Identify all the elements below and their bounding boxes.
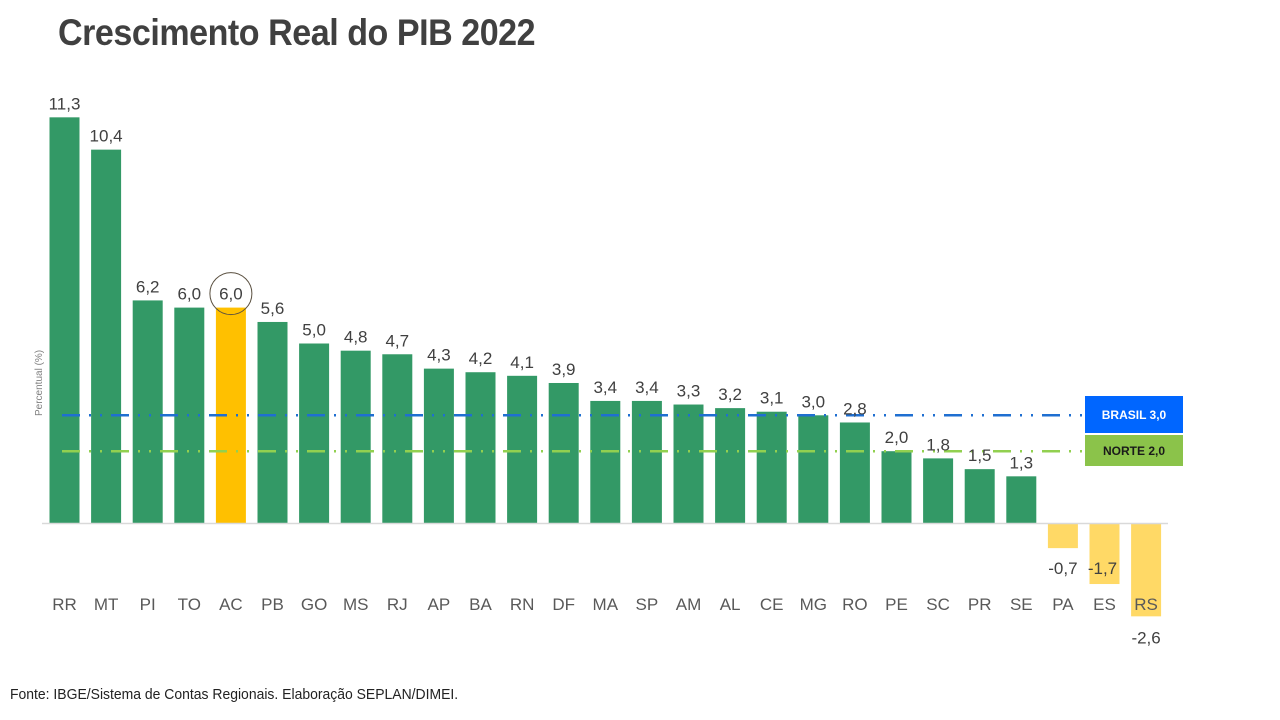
bar-df xyxy=(548,382,579,523)
category-label-pi: PI xyxy=(140,595,156,614)
chart-title: Crescimento Real do PIB 2022 xyxy=(58,12,536,53)
bar-pe xyxy=(881,451,912,523)
bar-pb xyxy=(257,321,288,523)
value-label-ap: 4,3 xyxy=(427,346,451,365)
value-label-pr: 1,5 xyxy=(968,446,992,465)
bar-go xyxy=(299,343,330,523)
value-label-es: -1,7 xyxy=(1088,559,1117,578)
value-label-mt: 10,4 xyxy=(90,127,123,146)
value-label-ms: 4,8 xyxy=(344,328,368,347)
value-label-mg: 3,0 xyxy=(801,392,825,411)
bar-rn xyxy=(507,375,538,523)
bar-al xyxy=(715,408,746,523)
value-label-rr: 11,3 xyxy=(49,94,81,113)
legend-box-norte xyxy=(1085,435,1183,466)
category-label-am: AM xyxy=(676,595,702,614)
category-label-rr: RR xyxy=(52,595,77,614)
value-label-se: 1,3 xyxy=(1009,453,1033,472)
value-label-sc: 1,8 xyxy=(926,435,950,454)
category-label-pa: PA xyxy=(1052,595,1074,614)
bar-se xyxy=(1006,476,1037,523)
category-label-sc: SC xyxy=(926,595,950,614)
bar-rs xyxy=(1131,523,1162,617)
value-label-ma: 3,4 xyxy=(593,378,617,397)
legend-label-brasil: BRASIL 3,0 xyxy=(1102,408,1167,422)
category-label-ba: BA xyxy=(469,595,492,614)
category-label-ac: AC xyxy=(219,595,243,614)
value-label-go: 5,0 xyxy=(302,321,326,340)
value-label-rj: 4,7 xyxy=(385,331,409,350)
value-label-ac: 6,0 xyxy=(219,285,243,304)
bar-ro xyxy=(839,422,870,523)
category-label-rj: RJ xyxy=(387,595,408,614)
category-label-rn: RN xyxy=(510,595,535,614)
value-label-rs: -2,6 xyxy=(1131,628,1160,647)
value-label-sp: 3,4 xyxy=(635,378,659,397)
value-label-to: 6,0 xyxy=(177,285,201,304)
category-label-rs: RS xyxy=(1134,595,1158,614)
bars-group xyxy=(49,117,1162,617)
bar-pr xyxy=(964,469,995,523)
category-label-pe: PE xyxy=(885,595,908,614)
legend-label-norte: NORTE 2,0 xyxy=(1103,444,1165,458)
bar-am xyxy=(673,404,704,523)
category-label-mt: MT xyxy=(94,595,119,614)
bar-ma xyxy=(590,400,621,523)
bar-mg xyxy=(798,415,829,523)
legend-box-brasil xyxy=(1085,396,1183,433)
category-label-pb: PB xyxy=(261,595,284,614)
category-label-pr: PR xyxy=(968,595,992,614)
value-labels-group: 11,3 10,4 6,2 6,0 6,0 5,6 5,0 4,8 4,7 4,3 4,2 4,1 3,… xyxy=(49,94,1161,647)
category-label-to: TO xyxy=(178,595,201,614)
highlight-circle xyxy=(209,272,253,316)
value-label-df: 3,9 xyxy=(552,360,576,379)
category-label-ce: CE xyxy=(760,595,784,614)
value-label-al: 3,2 xyxy=(718,385,742,404)
bar-ce xyxy=(756,411,787,523)
category-label-ms: MS xyxy=(343,595,369,614)
value-label-pb: 5,6 xyxy=(261,299,285,318)
category-label-mg: MG xyxy=(800,595,827,614)
category-label-sp: SP xyxy=(636,595,659,614)
value-label-pe: 2,0 xyxy=(885,428,909,447)
bar-pi xyxy=(132,300,163,523)
value-label-am: 3,3 xyxy=(677,382,701,401)
bar-sp xyxy=(631,400,662,523)
bar-ms xyxy=(340,350,371,523)
y-axis-label: Percentual (%) xyxy=(34,350,45,416)
category-label-df: DF xyxy=(552,595,575,614)
source-footnote: Fonte: IBGE/Sistema de Contas Regionais.… xyxy=(10,686,459,703)
category-label-ma: MA xyxy=(593,595,619,614)
value-label-pi: 6,2 xyxy=(136,277,160,296)
reference-lines-group: BRASIL 3,0 NORTE 2,0 xyxy=(62,396,1183,466)
bar-rj xyxy=(382,354,413,523)
category-label-al: AL xyxy=(720,595,741,614)
value-label-ce: 3,1 xyxy=(760,389,784,408)
bar-rr xyxy=(49,117,80,523)
bar-mt xyxy=(91,149,122,523)
value-label-ba: 4,2 xyxy=(469,349,493,368)
category-label-se: SE xyxy=(1010,595,1033,614)
bar-pa xyxy=(1047,523,1078,549)
value-label-rn: 4,1 xyxy=(510,353,534,372)
category-label-ap: AP xyxy=(428,595,451,614)
value-label-pa: -0,7 xyxy=(1048,559,1077,578)
bar-es xyxy=(1089,523,1120,585)
category-labels-group: RR MT PI TO AC PB GO MS RJ AP BA RN DF MA SP AM AL CE MG RO… xyxy=(52,595,1158,614)
category-label-es: ES xyxy=(1093,595,1116,614)
bar-sc xyxy=(923,458,954,523)
category-label-go: GO xyxy=(301,595,327,614)
bar-ap xyxy=(423,368,454,523)
value-label-ro: 2,8 xyxy=(843,399,867,418)
bar-ba xyxy=(465,372,496,523)
category-label-ro: RO xyxy=(842,595,868,614)
